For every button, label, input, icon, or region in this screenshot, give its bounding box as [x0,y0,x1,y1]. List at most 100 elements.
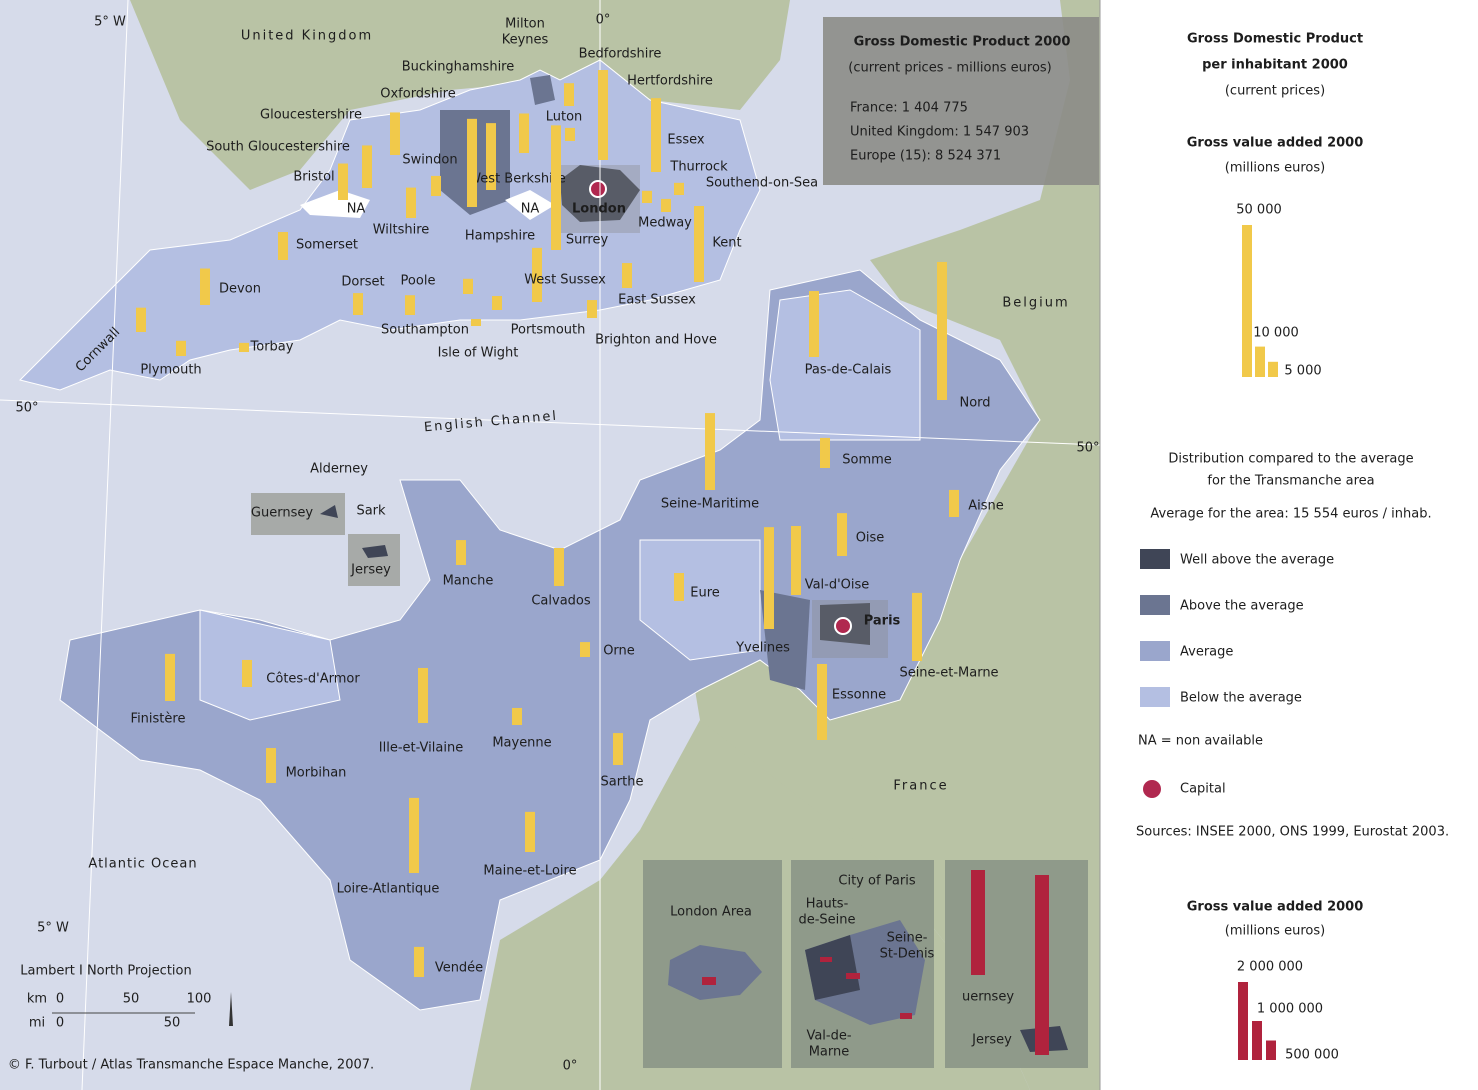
inset-paris-shape [805,935,860,1000]
scale-tick: 0 [56,992,64,1007]
gva-bar [266,748,276,783]
region-label: Seine-et-Marne [899,666,998,681]
legend-average: Average for the area: 15 554 euros / inh… [1150,507,1431,522]
legend-bar-label: 5 000 [1284,364,1321,379]
region-label: Southend-on-Sea [706,176,818,191]
scale-tick: 0 [56,1016,64,1031]
gva-bar [661,198,671,212]
region-label: Aisne [968,499,1004,514]
legend-bar-label: 1 000 000 [1257,1002,1323,1017]
region-label: Eure [690,586,720,601]
continent [690,0,1100,1090]
gva-bar [471,319,481,326]
legend-title: (current prices) [1225,84,1325,99]
gva-bar [817,664,827,740]
legend-bar-label: 2 000 000 [1237,960,1303,975]
gva-bar [791,525,801,595]
graticule-label: 5° W [94,15,126,30]
map-label: Sark [356,504,386,519]
legend-class-label: Well above the average [1180,553,1334,568]
region-label: Bristol [293,170,334,185]
region-label: Torbay [250,340,294,355]
map-label: Alderney [310,462,368,477]
region-label: Thurrock [669,160,728,175]
legend-sources: Sources: INSEE 2000, ONS 1999, Eurostat … [1136,825,1449,840]
north-arrow [229,992,233,1026]
legend-class-label: Below the average [1180,691,1302,706]
gva-bar [405,295,415,315]
gva-bar [694,206,704,282]
gva-bar [622,263,632,288]
gva-bar [239,342,249,352]
region-label: Essex [667,133,705,148]
legend-swatch [1140,641,1170,661]
region-label: Mayenne [492,736,551,751]
gva-bar [820,437,830,468]
uk-regions [19,59,761,391]
guernsey-shape [320,505,338,518]
gva-bar [242,659,252,687]
gva-bar [554,548,564,586]
region-label: Isle of Wight [438,346,519,361]
region-label: Côtes-d'Armor [266,672,360,687]
inset-bar [702,977,716,985]
gva-bar [587,300,597,318]
inset-bar [971,870,985,975]
gva-bar [949,489,959,517]
gdp-box [823,17,1099,185]
legend-bar-label: 500 000 [1285,1048,1339,1063]
na-area [505,190,555,220]
map-label: Atlantic Ocean [88,857,197,872]
region-label: Buckinghamshire [402,60,515,75]
region-label: Hampshire [465,229,535,244]
gva-bar [406,187,416,218]
gva-bar [418,667,428,723]
region-label: Devon [219,282,261,297]
gdp-line: United Kingdom: 1 547 903 [850,125,1029,140]
region-label: Essonne [832,688,886,703]
gdp-line: Europe (15): 8 524 371 [850,149,1001,164]
graticule-label: 0° [563,1059,578,1074]
region-label: Vendée [435,961,483,976]
inset-label: Val-de- [806,1029,851,1044]
gva-bar [431,175,441,196]
gva-bar [705,413,715,490]
france-below [769,289,921,441]
projection: Lambert I North Projection [20,964,191,979]
region-label: Finistère [131,712,186,727]
map-label: NA [347,202,366,217]
region-label: Sarthe [601,775,644,790]
jersey-shape [362,545,388,558]
gva-bar [338,163,348,200]
region-label: Brighton and Hove [595,333,717,348]
graticule [0,399,1101,446]
gva-bar [598,70,608,160]
legend-title: per inhabitant 2000 [1202,58,1348,73]
legend-na: NA = non available [1138,734,1263,749]
gva-bar [937,261,947,400]
region-label: Seine-Maritime [661,497,759,512]
region-label: Morbihan [286,766,347,781]
gva-bar [651,98,661,172]
milton-keynes-area [530,75,555,105]
region-label: Orne [603,644,635,659]
inset-label: uernsey [962,990,1014,1005]
region-label: Wiltshire [373,223,430,238]
france-regions [59,269,1041,1011]
jersey-box [348,534,400,586]
legend-panel [1100,0,1478,1090]
region-label: Val-d'Oise [805,578,870,593]
region-label: Yvelines [735,641,790,656]
gva-bar [580,642,590,657]
region-label: Poole [401,274,436,289]
inset-london-shape [668,945,762,1000]
scale-tick: 100 [187,992,212,1007]
region-label: Dorset [341,275,384,290]
region-label: Maine-et-Loire [483,864,576,879]
region-label: Loire-Atlantique [337,882,440,897]
france-below [199,609,341,721]
gva-bar [525,811,535,852]
gva-bar [409,797,419,873]
region-label: Hertfordshire [627,74,713,89]
